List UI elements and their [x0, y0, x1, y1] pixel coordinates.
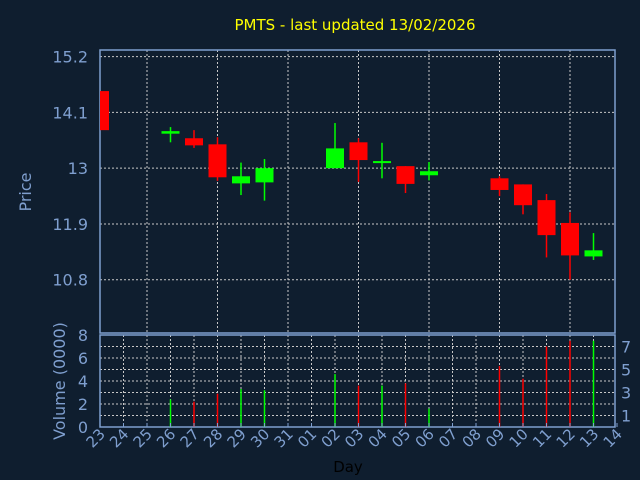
x-tick-label: 09 [482, 425, 508, 451]
x-tick-label: 26 [153, 425, 179, 451]
candle-body [420, 171, 438, 176]
candle-body [326, 148, 344, 169]
x-tick-label: 03 [341, 425, 367, 451]
x-tick-label: 10 [506, 425, 532, 451]
volume-tick-label: 6 [78, 349, 88, 368]
volume-tick-label: 8 [78, 326, 88, 345]
x-tick-label: 12 [553, 425, 579, 451]
candle-body [161, 131, 180, 134]
x-tick-label: 07 [435, 425, 461, 451]
x-tick-label: 11 [529, 425, 555, 451]
x-tick-label: 02 [318, 425, 344, 451]
volume-tick-label: 5 [621, 361, 631, 380]
volume-tick-label: 1 [621, 407, 631, 426]
candle-body [255, 168, 274, 183]
x-tick-label: 05 [388, 425, 414, 451]
candles [100, 91, 603, 280]
candle-body [373, 161, 391, 164]
price-tick-label: 11.9 [52, 215, 88, 234]
candle-body [100, 91, 109, 131]
price-tick-label: 15.2 [52, 48, 88, 67]
x-tick-label: 27 [177, 425, 203, 451]
x-tick-label: 13 [576, 425, 602, 451]
price-tick-label: 10.8 [52, 271, 88, 290]
volume-plot-frame [99, 334, 616, 428]
candle-body [490, 178, 509, 190]
candle-body [561, 222, 579, 256]
chart-title: PMTS - last updated 13/02/2026 [234, 16, 475, 34]
x-tick-label: 04 [365, 425, 391, 451]
x-tick-label: 25 [130, 425, 156, 451]
x-axis-label: Day [333, 458, 363, 476]
x-tick-label: 24 [106, 425, 132, 451]
volume-tick-label: 0 [78, 418, 88, 437]
x-tick-label: 29 [224, 425, 250, 451]
price-plot-frame [99, 49, 616, 334]
volume-tick-label: 7 [621, 338, 631, 357]
x-tick-label: 06 [412, 425, 438, 451]
candle-body [514, 184, 532, 206]
price-tick-label: 14.1 [52, 103, 88, 122]
x-tick-label: 31 [271, 425, 297, 451]
x-tick-label: 08 [459, 425, 485, 451]
price-tick-label: 13 [68, 159, 88, 178]
chart-layer: 15.214.11311.910.80123456782324252627282… [52, 48, 631, 452]
volume-tick-label: 4 [78, 372, 88, 391]
x-tick-label: 28 [200, 425, 226, 451]
price-axis-label: Price [16, 172, 35, 211]
x-tick-label: 14 [600, 425, 626, 451]
x-tick-label: 30 [247, 425, 273, 451]
candle-body [232, 176, 250, 184]
candle-body [208, 144, 227, 178]
volume-tick-label: 3 [621, 384, 631, 403]
candle-body [537, 200, 556, 236]
candle-body [349, 142, 368, 161]
volume-tick-label: 2 [78, 395, 88, 414]
x-tick-label: 01 [294, 425, 320, 451]
volume-axis-label: Volume (0000) [50, 322, 69, 440]
candle-body [185, 138, 203, 146]
candle-body [396, 166, 415, 184]
candle-body [584, 250, 603, 257]
